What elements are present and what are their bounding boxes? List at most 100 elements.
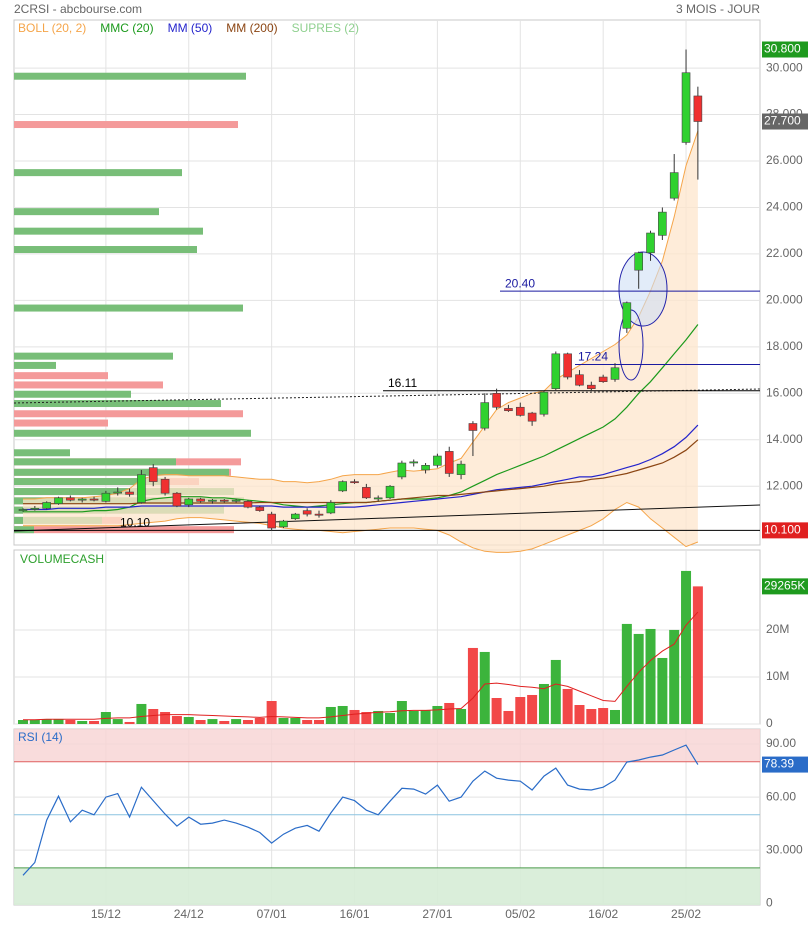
candle-body [326,502,336,514]
volume-bar [538,683,549,724]
y-tick-label: 24.000 [766,200,803,214]
rsi-line [22,744,699,876]
candle-body [385,485,395,499]
level-label: 16.11 [388,376,417,390]
volume-bar [515,697,526,724]
volume-bar [290,717,301,724]
candle-body [551,353,561,389]
volume-bar [29,720,40,724]
volume-bar [527,694,538,724]
profile-buy [14,352,173,360]
price-tag [762,522,808,539]
price-tag-label: 10.100 [764,523,801,537]
y-tick-label: 16.000 [766,385,803,399]
volume-average [23,611,699,721]
plot: 15/12 24/12 07/01 16/01 27/01 05/02 16/02 25/02… [13,19,808,921]
profile-buy [14,304,243,312]
level-label: 17.24 [578,350,608,364]
profile-sell [14,419,108,427]
panel-title: RSI (14) [18,730,63,744]
volume-bar [314,720,324,724]
candle-body [291,513,300,520]
y-tick-label: 12.000 [766,478,803,492]
candle-body [18,509,28,511]
candle-body [421,465,430,471]
candle-body [373,497,383,500]
bollinger-lower [23,501,699,553]
candle-body [397,462,407,478]
volume-bar [337,705,348,724]
volume-bar [207,719,218,724]
legend-entry: BOLL (20, 2) [18,21,86,35]
candle-body [480,402,490,429]
volume-bar [171,716,182,724]
candle-body [598,376,608,382]
volume-bar [278,717,289,724]
volume-bar [112,719,123,724]
y-tick-label: 18.000 [766,339,803,353]
volume-bar [610,709,620,724]
volume-bar [41,719,52,724]
x-tick-label: 16/01 [340,907,370,921]
candle-body [468,423,478,431]
candle-body [66,497,75,501]
level-label: 20.40 [505,276,535,290]
bollinger-fill [23,130,698,553]
y-tick-label: 22.000 [766,246,803,260]
volume-bar [77,720,88,724]
x-tick-label: 05/02 [505,907,535,921]
profile-buy [14,400,221,408]
profile-buy [14,72,246,80]
candle-body [409,461,419,464]
volume-bar [266,701,277,724]
period: 3 MOIS - JOUR [676,2,760,16]
chart-title: 2CRSI - abcbourse.com [14,2,142,16]
candle-body [30,507,40,510]
trendline-dotted [13,388,761,404]
volume-bar [574,705,585,724]
profile-buy [14,208,159,216]
volume-bar [148,708,159,724]
level-label: 10.10 [120,516,150,530]
oversold-zone [14,867,760,905]
volume-bar [657,657,668,724]
price-tag [762,113,808,130]
volume-bar [586,708,597,724]
y-tick-label: 30.000 [766,60,803,74]
candle-body [77,498,87,501]
profile-buy [14,449,70,457]
candle-body [42,502,51,509]
volume-bar [432,705,443,724]
y-tick-label: 0 [766,895,773,909]
volume-bar [18,720,28,724]
candle-body [137,474,146,503]
moving-average [23,439,699,505]
volume-bar [633,633,644,724]
y-tick-label: 26.000 [766,153,803,167]
profile-buy [14,526,34,534]
x-tick-label: 25/02 [671,907,701,921]
candle-body [492,393,501,408]
y-tick-label: 90.00 [766,736,796,750]
candle-body [658,211,667,236]
candle-body [527,412,537,422]
candle-body [539,391,549,415]
candle-body [219,499,229,502]
volume-bar [183,716,194,724]
candle-body [54,497,63,504]
candle-body [148,467,158,482]
volume-bar [491,697,502,724]
volume-bar [681,570,692,724]
candle-body [515,406,525,416]
panel-title: VOLUMECASH [20,552,104,566]
price-tag-label: 78.39 [764,757,794,771]
volume-bar [645,628,656,724]
legend-entry: MM (50) [168,21,213,35]
volume-bar [254,717,265,724]
volume-bar [242,720,253,724]
candle-body [504,408,513,412]
candle-body [184,498,194,506]
volume-bar [479,651,490,724]
